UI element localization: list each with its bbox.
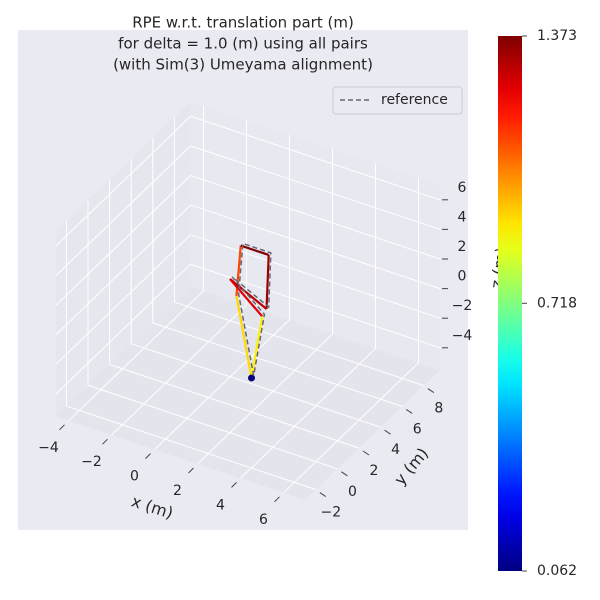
grid-line [197,333,333,465]
grid-line [109,364,360,449]
trajectory-segment [240,244,270,257]
y-tick [341,471,348,477]
legend-label: reference [381,92,448,108]
x-tick [59,424,65,431]
grid-line [55,263,191,395]
colorbar-tick-label: 0.062 [537,563,577,579]
y-tick-label: −2 [320,505,341,521]
y-tick [362,450,370,456]
reference-line [231,242,272,377]
left-pane [55,101,191,417]
grid-line [190,263,441,349]
grid-line [283,362,419,494]
y-tick-label: 0 [348,484,357,500]
legend-box [332,86,463,115]
trajectory-point [248,374,255,382]
z-tick-label: 2 [458,239,467,255]
grid-line [87,384,338,470]
title-line: (with Sim(3) Umeyama alignment) [113,56,373,74]
grid-line [55,234,191,366]
trajectory-segment [250,316,264,379]
z-tick-label: 6 [458,180,467,196]
colorbar-tick-label: 0.718 [537,295,577,311]
x-tick-label: 4 [216,497,225,513]
grid-line [152,322,403,407]
grid-line [190,175,441,260]
y-tick-label: 4 [391,442,400,458]
grid-line [190,145,441,230]
colorbar-tick-label: 1.373 [537,28,577,44]
z-tick-label: −4 [452,328,473,344]
y-tick [319,492,327,498]
x-tick [145,453,151,459]
colorbar [498,36,522,571]
grid-line [55,204,191,336]
x-tick [188,467,194,474]
y-tick-label: 2 [370,463,379,479]
x-tick-label: 2 [173,483,182,499]
grid-line [190,204,441,290]
x-tick-label: 6 [259,512,268,528]
grid-line [154,319,290,450]
grid-line [68,290,204,422]
trajectory-segment [235,295,253,379]
trajectory-segment [265,254,270,310]
x-tick-label: −2 [81,454,102,470]
x-tick-label: −4 [38,440,59,456]
title-line: for delta = 1.0 (m) using all pairs [118,35,368,53]
grid-line [190,234,441,319]
x-tick-label: 0 [130,469,139,485]
grid-line [55,115,191,247]
trajectory-segment [229,278,264,318]
x-tick [231,482,237,488]
y-tick-label: 6 [413,421,422,437]
y-tick-label: 8 [434,401,443,417]
z-tick-label: 4 [458,209,467,225]
y-tick [427,388,435,394]
floor-pane [55,286,440,500]
grid-line [66,405,316,491]
z-tick-label: −2 [452,298,473,314]
grid-line [131,343,381,428]
grid-line [55,175,191,306]
grid-line [174,301,424,387]
grid-line [240,348,376,479]
z-tick-label: 0 [458,269,467,285]
grid-line [190,115,441,201]
x-tick [102,438,108,445]
y-tick [405,408,413,414]
grid-line [55,145,191,277]
title-line: RPE w.r.t. translation part (m) [132,14,354,32]
y-tick [384,429,391,435]
right-pane [190,101,440,370]
x-tick [274,496,280,503]
trajectory-segment [229,278,268,310]
grid-line [111,304,247,436]
